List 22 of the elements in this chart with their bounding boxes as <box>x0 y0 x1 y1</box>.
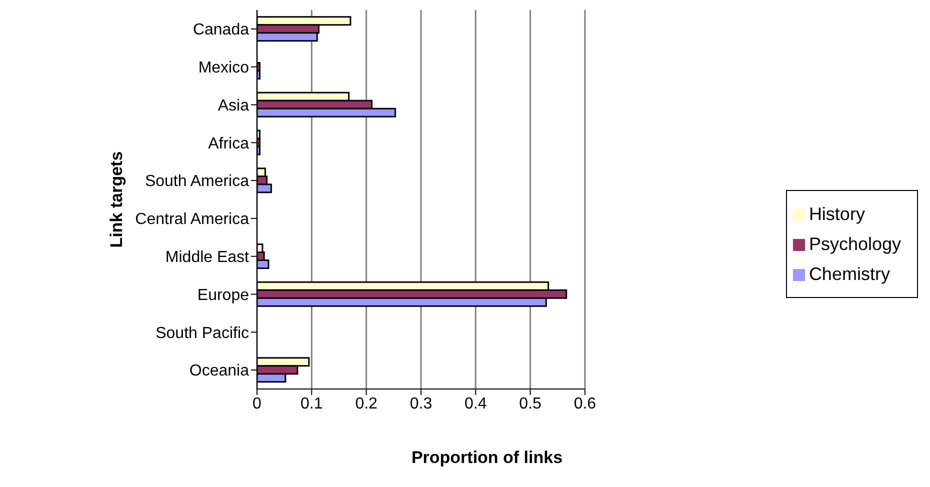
y-tick-label: South America <box>144 173 250 190</box>
y-tick-label: Mexico <box>198 60 250 77</box>
y-tick-label: Middle East <box>165 249 250 266</box>
x-axis-title: Proportion of links <box>410 448 564 468</box>
x-tick-label: 0.4 <box>464 395 487 412</box>
y-axis-title: Link targets <box>107 151 126 248</box>
y-tick-label: Asia <box>218 97 250 114</box>
y-tick-label: South Pacific <box>156 324 249 342</box>
y-tick-label: Oceania <box>189 362 250 380</box>
legend-label: Psychology <box>808 234 901 254</box>
x-tick-label: 0.5 <box>519 395 542 412</box>
y-tick-label: Canada <box>192 22 250 39</box>
y-tick-label: Africa <box>208 135 250 152</box>
x-tick-label: 0.3 <box>410 395 432 412</box>
y-tick-label: Central America <box>135 211 250 228</box>
legend-label: History <box>808 204 865 224</box>
y-tick-label: Europe <box>197 286 250 304</box>
x-tick-label: 0.6 <box>574 395 596 412</box>
legend-label: Chemistry <box>808 264 890 284</box>
x-tick-label: 0 <box>252 395 262 412</box>
x-tick-label: 0.1 <box>300 395 323 412</box>
x-tick-label: 0.2 <box>355 395 378 412</box>
